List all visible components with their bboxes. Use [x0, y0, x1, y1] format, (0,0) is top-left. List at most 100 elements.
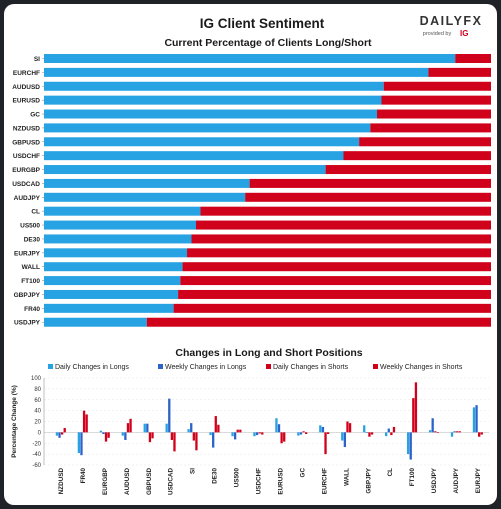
long-bar: [44, 289, 179, 299]
x-category-label: US500: [234, 468, 241, 488]
change-bar: [129, 418, 132, 433]
short-bar: [182, 262, 491, 272]
logo-text: DAILYFX: [420, 14, 483, 28]
change-bar: [387, 428, 390, 433]
short-bar: [377, 109, 491, 119]
change-bar: [341, 432, 344, 441]
change-bar: [151, 432, 154, 439]
sentiment-category-label: GBPUSD: [12, 139, 40, 146]
change-bar: [275, 418, 278, 433]
long-bar: [44, 220, 196, 230]
change-bar: [348, 423, 352, 433]
change-bar: [326, 432, 330, 435]
changes-legend: Daily Changes in Longs Weekly Changes in …: [48, 364, 463, 371]
sentiment-category-label: DE30: [24, 236, 41, 243]
change-bar: [480, 432, 483, 435]
short-bar: [195, 220, 492, 230]
short-bar: [383, 81, 491, 91]
page-title: IG Client Sentiment: [200, 16, 325, 31]
change-bar: [80, 432, 83, 456]
long-bar: [44, 137, 360, 147]
changes-chart: -60 -40 -20 0 20 40 60 80 100 Percentage Change (…: [11, 376, 489, 495]
sentiment-category-label: EURCHF: [13, 70, 40, 77]
sentiment-category-label: GBPJPY: [14, 292, 41, 299]
long-bar: [44, 317, 147, 327]
change-bar: [368, 432, 371, 437]
chart-canvas: IG Client Sentiment DAILYFX provided by …: [11, 14, 492, 495]
legend-swatch: [48, 364, 53, 369]
x-category-label: EURGBP: [102, 468, 109, 495]
change-bar: [319, 425, 322, 433]
change-bar: [302, 431, 305, 433]
change-bar: [173, 432, 176, 452]
long-bar: [44, 95, 382, 105]
logo-ig-text: IG: [460, 29, 468, 38]
long-bar: [44, 81, 384, 91]
x-category-label: AUDJPY: [453, 467, 460, 493]
change-bar: [472, 407, 476, 433]
change-bar: [77, 432, 81, 454]
x-category-label: EURUSD: [277, 468, 284, 495]
long-bar: [44, 151, 344, 161]
sentiment-category-label: EURJPY: [14, 250, 41, 257]
change-bar: [192, 432, 195, 441]
x-category-label: NZDUSD: [58, 468, 65, 495]
sentiment-category-label: USDCHF: [13, 153, 40, 160]
change-bar: [165, 423, 168, 433]
sentiment-category-label: AUDUSD: [12, 84, 40, 91]
x-category-label: USDCAD: [168, 468, 175, 495]
change-bar: [107, 432, 110, 438]
legend-label: Weekly Changes in Longs: [165, 364, 247, 371]
change-bar: [195, 432, 198, 451]
x-category-label: GBPJPY: [365, 467, 372, 493]
legend-swatch: [266, 364, 271, 369]
change-bar: [280, 432, 283, 444]
change-bar: [370, 432, 374, 435]
short-bar: [245, 192, 491, 202]
long-bar: [44, 303, 174, 313]
change-bar: [321, 426, 325, 433]
sentiment-card: IG Client Sentiment DAILYFX provided by …: [4, 4, 497, 505]
x-category-label: FR40: [80, 468, 87, 484]
long-bar: [44, 67, 429, 77]
change-bar: [104, 432, 108, 442]
change-bar: [239, 429, 242, 433]
change-bar: [170, 432, 174, 440]
change-bar: [236, 429, 239, 433]
sentiment-category-label: CL: [31, 209, 40, 216]
change-bar: [324, 432, 327, 455]
short-bar: [191, 234, 491, 244]
change-bar: [428, 430, 432, 433]
x-category-label: EURCHF: [321, 468, 328, 494]
x-category-label: WALL: [343, 468, 350, 486]
long-bar: [44, 109, 378, 119]
change-bar: [478, 432, 481, 437]
change-bar: [409, 432, 412, 460]
y-tick-label: 20: [34, 420, 41, 426]
change-bar: [253, 432, 256, 437]
change-bar: [436, 432, 440, 433]
sentiment-chart-title: Current Percentage of Clients Long/Short: [164, 37, 372, 49]
long-bar: [44, 54, 456, 63]
change-bar: [209, 432, 212, 436]
long-bar: [44, 248, 188, 258]
long-bar: [44, 262, 183, 272]
change-bar: [277, 424, 281, 433]
legend-swatch: [373, 364, 378, 369]
short-bar: [187, 248, 492, 258]
change-bar: [124, 432, 127, 440]
y-tick-label: 100: [31, 376, 42, 382]
x-category-label: FT100: [409, 468, 416, 487]
change-bar: [82, 410, 86, 433]
change-bar: [85, 414, 88, 433]
change-bar: [456, 431, 459, 433]
sentiment-category-label: SI: [34, 56, 40, 63]
long-bar: [44, 192, 246, 202]
long-bar: [44, 234, 192, 244]
long-bar: [44, 165, 326, 175]
short-bar: [370, 123, 491, 133]
legend-label: Daily Changes in Shorts: [273, 364, 349, 371]
y-tick-label: 0: [38, 430, 42, 436]
changes-chart-title: Changes in Long and Short Positions: [175, 347, 362, 359]
x-category-label: GBPUSD: [146, 468, 153, 495]
